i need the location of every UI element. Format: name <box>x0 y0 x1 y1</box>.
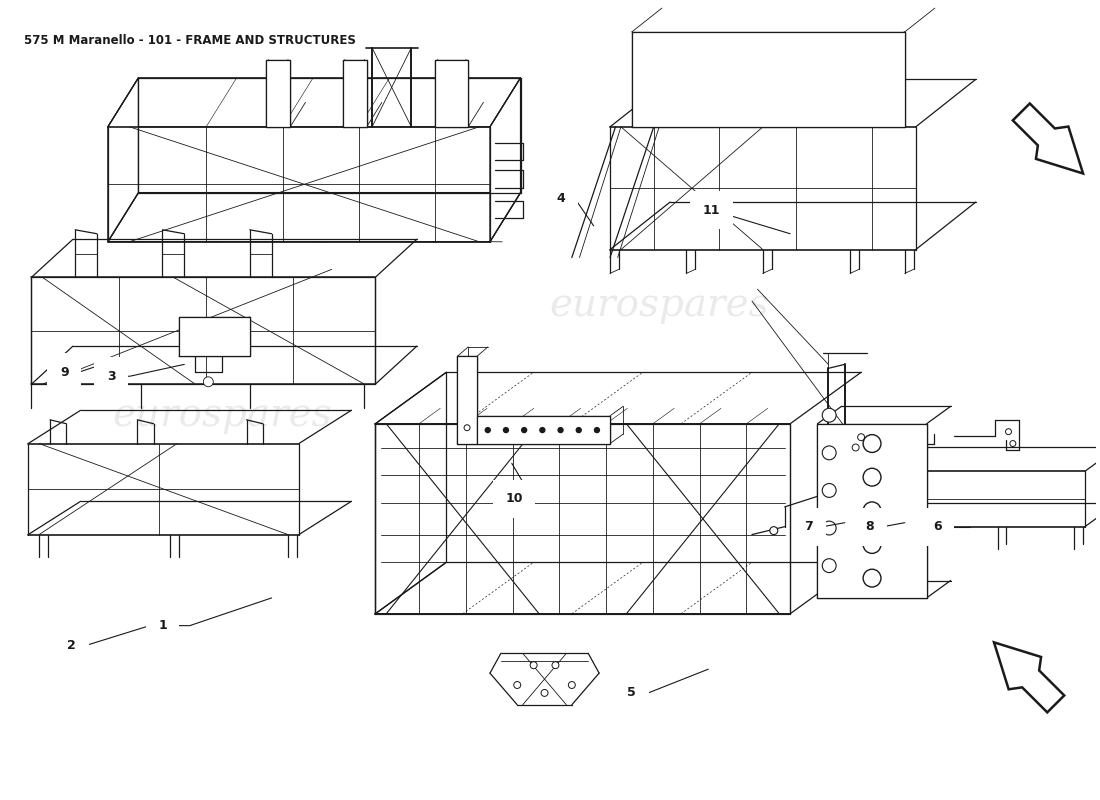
Circle shape <box>822 521 836 535</box>
Text: 9: 9 <box>59 366 68 378</box>
Text: 1: 1 <box>158 619 167 632</box>
Circle shape <box>569 682 575 689</box>
Polygon shape <box>108 193 520 242</box>
Polygon shape <box>108 78 520 127</box>
Circle shape <box>864 468 881 486</box>
Text: 4: 4 <box>557 192 565 205</box>
Polygon shape <box>1013 103 1084 174</box>
Circle shape <box>770 526 778 534</box>
Circle shape <box>798 511 805 518</box>
Circle shape <box>514 682 520 689</box>
Text: eurospares: eurospares <box>549 286 769 323</box>
Circle shape <box>464 425 470 430</box>
Polygon shape <box>436 59 469 127</box>
Polygon shape <box>179 317 250 357</box>
Polygon shape <box>458 357 477 443</box>
Circle shape <box>485 428 491 433</box>
Circle shape <box>558 428 563 433</box>
Polygon shape <box>631 32 905 127</box>
Circle shape <box>521 428 527 433</box>
Text: 11: 11 <box>703 203 720 217</box>
Circle shape <box>594 428 600 433</box>
Polygon shape <box>108 78 139 242</box>
Circle shape <box>852 444 859 451</box>
Circle shape <box>541 690 548 696</box>
Polygon shape <box>375 424 790 614</box>
Circle shape <box>822 408 836 422</box>
Text: 5: 5 <box>627 686 636 699</box>
Polygon shape <box>266 59 290 127</box>
Text: 575 M Maranello - 101 - FRAME AND STRUCTURES: 575 M Maranello - 101 - FRAME AND STRUCT… <box>24 34 355 47</box>
Text: 2: 2 <box>67 639 76 652</box>
Circle shape <box>530 662 537 669</box>
Text: 6: 6 <box>933 520 942 533</box>
Circle shape <box>504 428 508 433</box>
Circle shape <box>576 428 581 433</box>
Circle shape <box>552 662 559 669</box>
Circle shape <box>864 535 881 554</box>
Circle shape <box>1005 429 1012 434</box>
Circle shape <box>822 446 836 460</box>
Polygon shape <box>477 416 610 443</box>
Text: 7: 7 <box>804 520 813 533</box>
Circle shape <box>1010 441 1015 446</box>
Circle shape <box>204 377 213 386</box>
Polygon shape <box>32 278 375 384</box>
Polygon shape <box>994 642 1064 712</box>
Text: 10: 10 <box>505 493 522 506</box>
Polygon shape <box>817 424 926 598</box>
Circle shape <box>864 570 881 587</box>
Text: eurospares: eurospares <box>112 398 332 434</box>
Circle shape <box>864 434 881 453</box>
Circle shape <box>540 428 544 433</box>
Text: 8: 8 <box>866 520 874 533</box>
Polygon shape <box>342 59 366 127</box>
Circle shape <box>858 434 865 441</box>
Circle shape <box>822 558 836 573</box>
Circle shape <box>822 483 836 498</box>
Text: 3: 3 <box>107 370 116 382</box>
Circle shape <box>864 502 881 520</box>
Polygon shape <box>490 78 520 242</box>
